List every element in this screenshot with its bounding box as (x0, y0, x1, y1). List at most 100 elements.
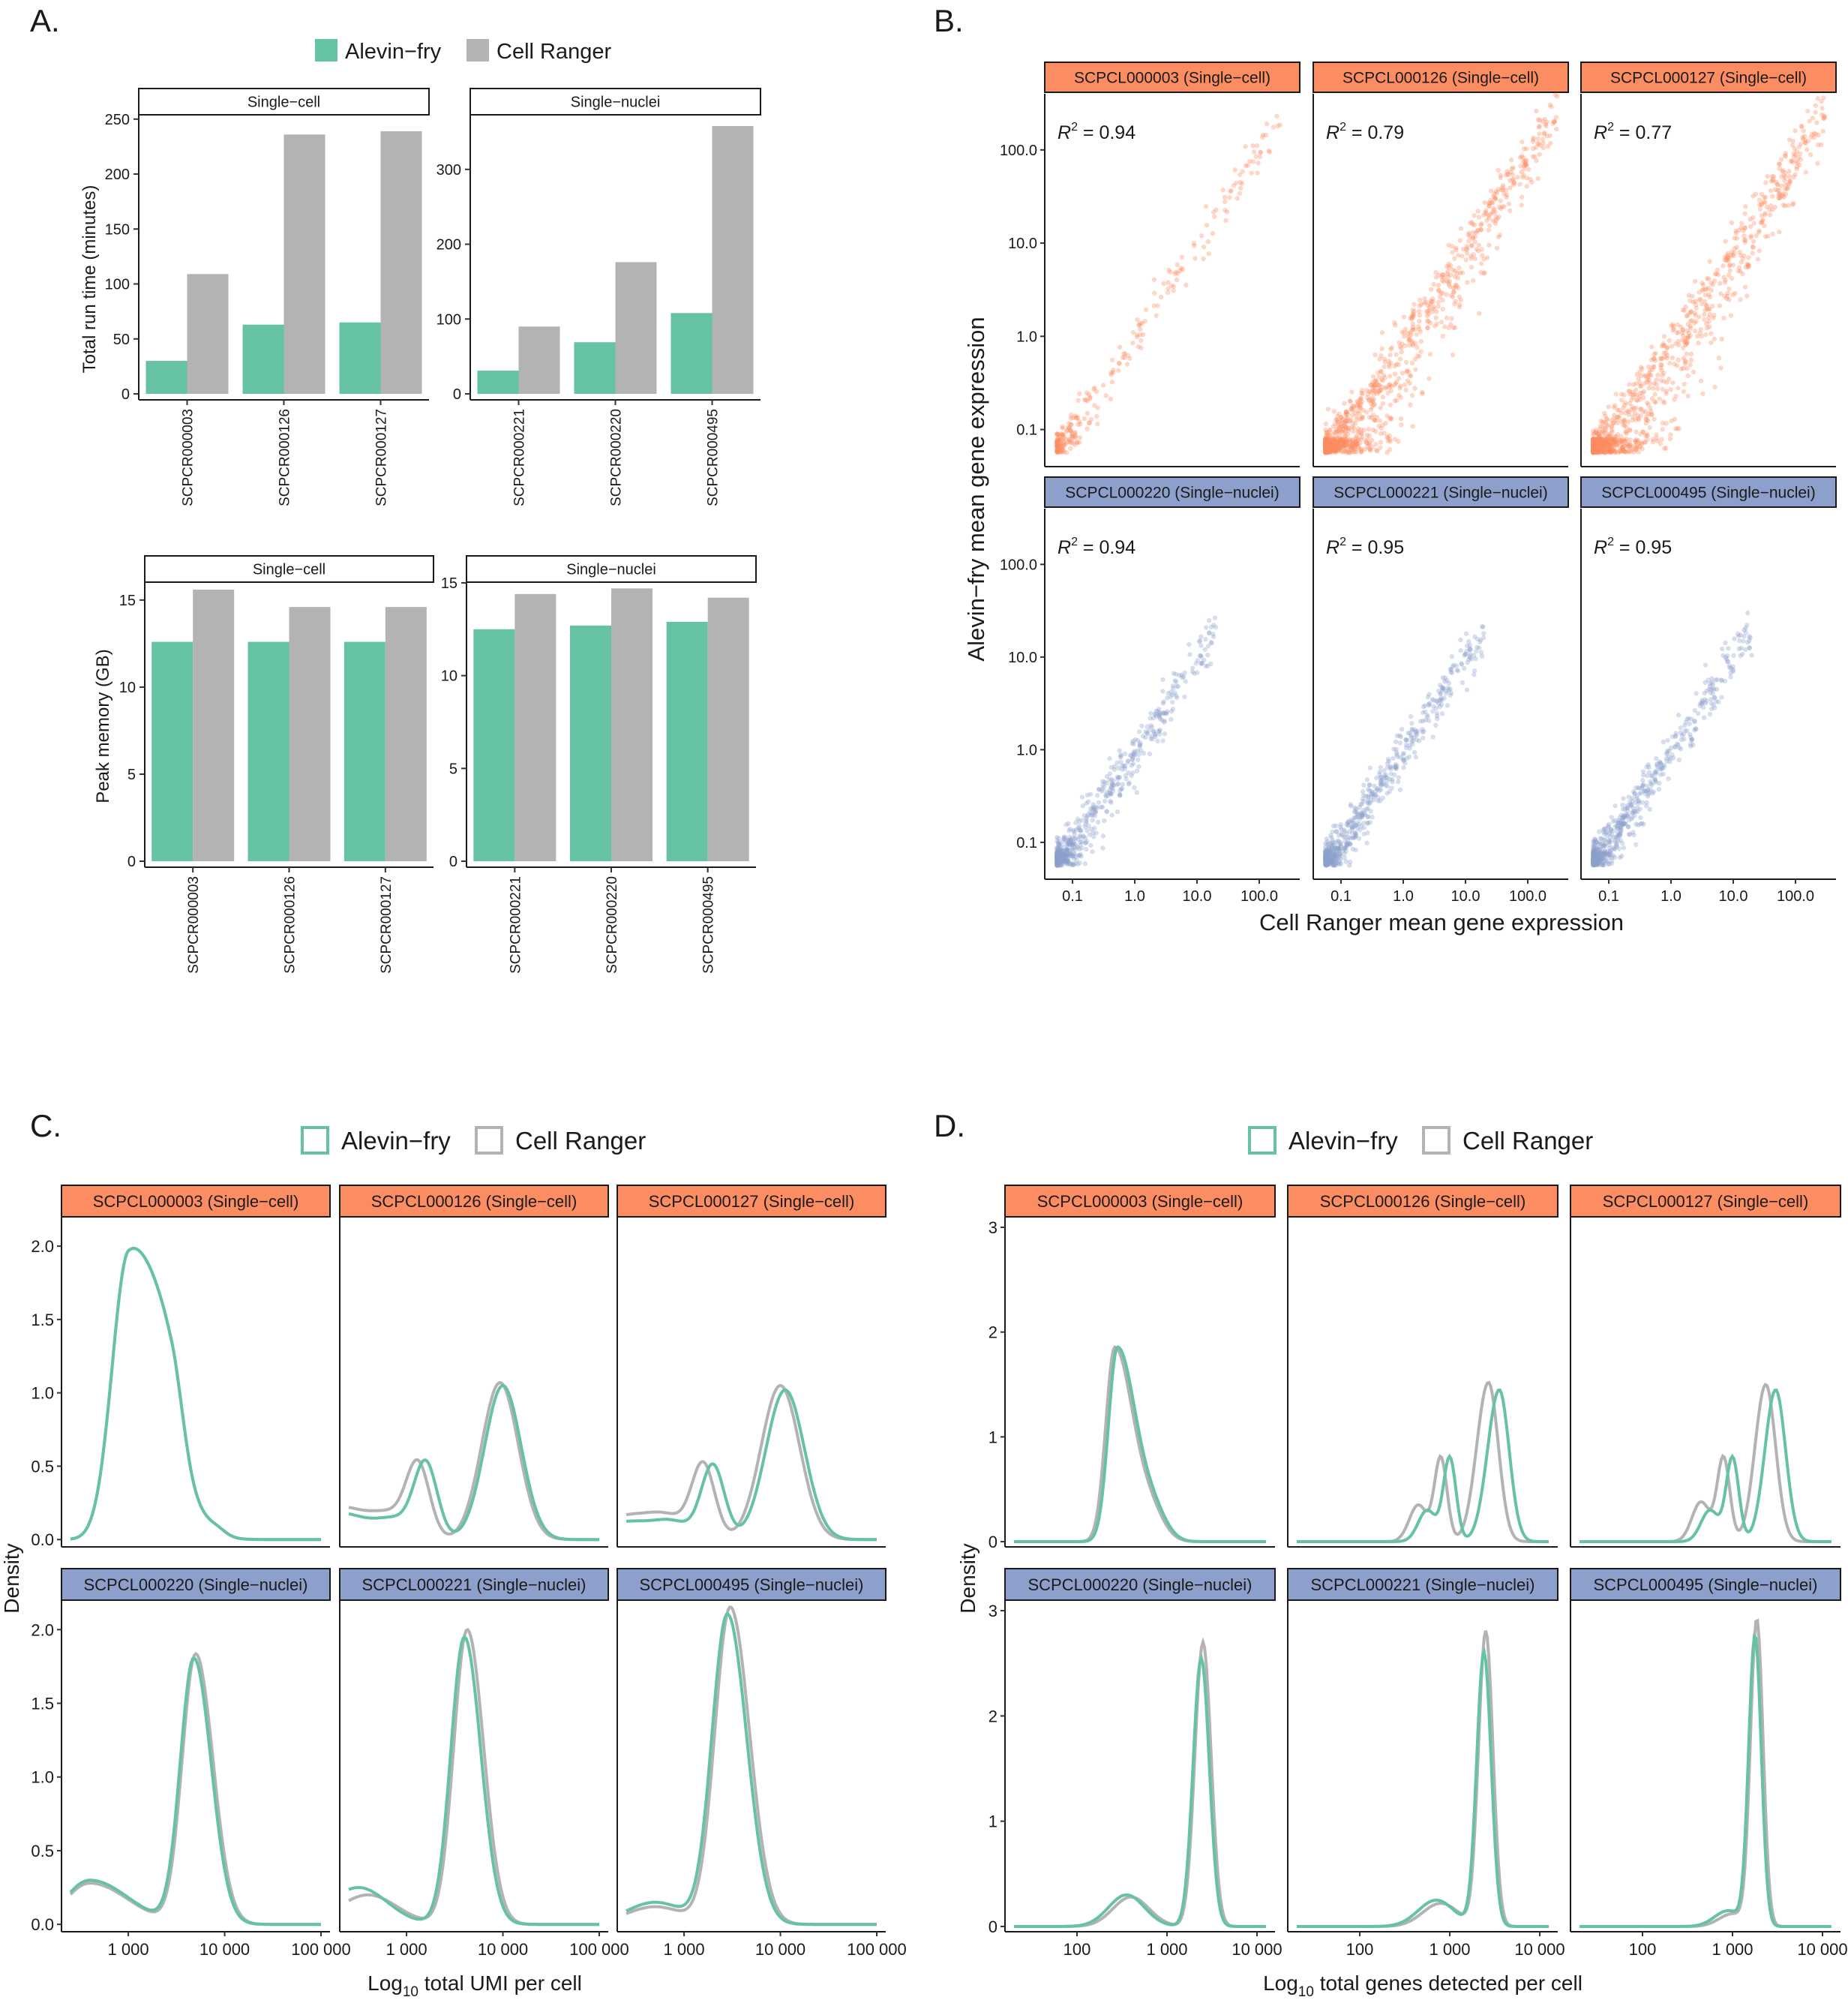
scatter-facet-2-point (1648, 409, 1654, 414)
scatter-facet-1-point (1486, 203, 1492, 209)
scatter-facet-2-point (1661, 334, 1666, 339)
scatter-facet-1-point (1330, 440, 1336, 445)
scatter-facet-2-point (1639, 440, 1645, 446)
scatter-facet-2-point (1592, 446, 1598, 452)
scatter-facet-4-point (1439, 711, 1445, 716)
scatter-facet-1-point (1342, 439, 1348, 444)
scatter-facet-1-point (1345, 440, 1350, 445)
scatter-facet-4-point (1458, 637, 1463, 643)
scatter-facet-1-point (1379, 384, 1384, 390)
gC-facet-3-ytick-label-1: 0.5 (31, 1842, 54, 1860)
scatter-facet-3-point (1182, 694, 1187, 700)
scatter-facet-1-point (1487, 200, 1492, 206)
scatter-facet-5-point (1606, 838, 1612, 843)
scatter-facet-2-point (1669, 323, 1674, 329)
scatter-facet-3-point (1117, 774, 1123, 780)
scatter-facet-1-point (1457, 238, 1462, 243)
scatter-facet-1-point (1341, 426, 1346, 432)
scatter-facet-2-point (1707, 306, 1712, 312)
scatter-facet-1-point (1500, 185, 1505, 191)
scatter-y-label: Alevin−fry mean gene expression (963, 317, 989, 661)
scatter-facet-0-point (1134, 332, 1140, 338)
scatter-facet-2-point (1591, 437, 1596, 442)
legend-d-label-alevin: Alevin−fry (1288, 1127, 1398, 1155)
scatter-facet-3-point (1080, 803, 1085, 809)
scatter-facet-1-point (1328, 448, 1334, 454)
scatter-facet-0-point (1264, 121, 1270, 127)
scatter-facet-1-r2-value: = 0.79 (1346, 122, 1404, 143)
scatter-facet-1-point (1425, 325, 1430, 330)
scatter-facet-1-point (1441, 275, 1447, 280)
scatter-facet-2-point (1676, 386, 1681, 391)
scatter-facet-2-point (1603, 420, 1609, 425)
scatter-facet-0-point (1258, 150, 1263, 155)
scatter-facet-2-point (1595, 446, 1600, 452)
scatter-facet-1-point (1323, 449, 1329, 454)
scatter-facet-1-point (1370, 382, 1376, 388)
scatter-facet-2-point (1741, 228, 1746, 233)
scatter-facet-2-point (1638, 383, 1643, 389)
gA2-facet-0-xtick-label-2: SCPCR000127 (379, 876, 394, 974)
scatter-facet-1-point (1323, 446, 1328, 451)
scatter-facet-1-point (1416, 324, 1421, 329)
scatter-facet-1-point (1541, 131, 1547, 137)
scatter-facet-0-point (1075, 415, 1081, 421)
scatter-facet-1-point (1363, 438, 1369, 443)
scatter-facet-1-point (1335, 439, 1340, 445)
scatter-facet-1-point (1324, 440, 1330, 446)
scatter-facet-2-point (1598, 418, 1604, 424)
scatter-facet-2-point (1597, 426, 1602, 432)
scatter-facet-0-point (1068, 446, 1073, 452)
scatter-facet-1-point (1349, 445, 1354, 450)
scatter-facet-2-point (1688, 351, 1694, 357)
scatter-facet-1-point (1440, 272, 1445, 278)
scatter-facet-1-point (1324, 440, 1329, 446)
gA2-facet-1-strip-label: Single−nuclei (566, 562, 656, 578)
scatter-facet-2-point (1594, 444, 1599, 450)
scatter-facet-1-point (1323, 447, 1328, 452)
scatter-facet-2-point (1821, 116, 1827, 122)
scatter-facet-2-point (1637, 380, 1643, 386)
scatter-facet-2-point (1600, 443, 1606, 449)
gA1-facet-1-xtick-label-2: SCPCR000495 (706, 409, 722, 506)
scatter-facet-1-point (1359, 399, 1365, 404)
scatter-facet-1-point (1323, 445, 1328, 450)
scatter-facet-1-point (1403, 387, 1408, 393)
scatter-facet-2-point (1700, 288, 1706, 293)
scatter-facet-2-point (1779, 157, 1784, 162)
scatter-facet-1-point (1501, 182, 1506, 188)
scatter-facet-1-point (1341, 441, 1346, 446)
scatter-facet-2-point (1710, 303, 1715, 309)
scatter-facet-0-point (1072, 442, 1078, 447)
scatter-facet-2-point (1592, 441, 1598, 447)
scatter-facet-2-point (1609, 425, 1614, 430)
scatter-facet-1-point (1368, 396, 1374, 401)
scatter-facet-2-point (1599, 449, 1604, 455)
scatter-facet-1-point (1355, 441, 1360, 446)
scatter-facet-1-point (1486, 203, 1492, 209)
scatter-facet-1-point (1346, 426, 1352, 431)
scatter-facet-4-point (1370, 815, 1375, 820)
scatter-facet-1-point (1430, 296, 1436, 302)
scatter-facet-1-point (1323, 448, 1329, 453)
scatter-facet-0-point (1203, 203, 1209, 209)
legend-d-label-cellranger: Cell Ranger (1462, 1127, 1593, 1155)
scatter-facet-2-point (1802, 134, 1808, 139)
scatter-facet-1-point (1323, 439, 1329, 444)
scatter-facet-4-point (1371, 783, 1377, 788)
gC-facet-4-xtick-label-2: 100 000 (569, 1940, 629, 1959)
scatter-facet-1-point (1323, 443, 1329, 448)
scatter-facet-1-point (1324, 445, 1329, 451)
scatter-facet-2-point (1753, 191, 1759, 197)
scatter-facet-1-point (1323, 443, 1328, 449)
gA1-facet-1-bar-0-0 (477, 371, 519, 394)
scatter-facet-0-point (1054, 431, 1060, 437)
scatter-facet-2-point (1658, 378, 1664, 383)
scatter-facet-2-point (1759, 213, 1764, 218)
scatter-facet-1-point (1384, 385, 1389, 390)
gD-facet-2-curve-alevin (1580, 1388, 1832, 1543)
scatter-facet-2-point (1664, 421, 1670, 426)
scatter-facet-1-point (1530, 154, 1536, 159)
scatter-facet-2-point (1604, 443, 1610, 448)
scatter-facet-2-point (1813, 131, 1819, 137)
